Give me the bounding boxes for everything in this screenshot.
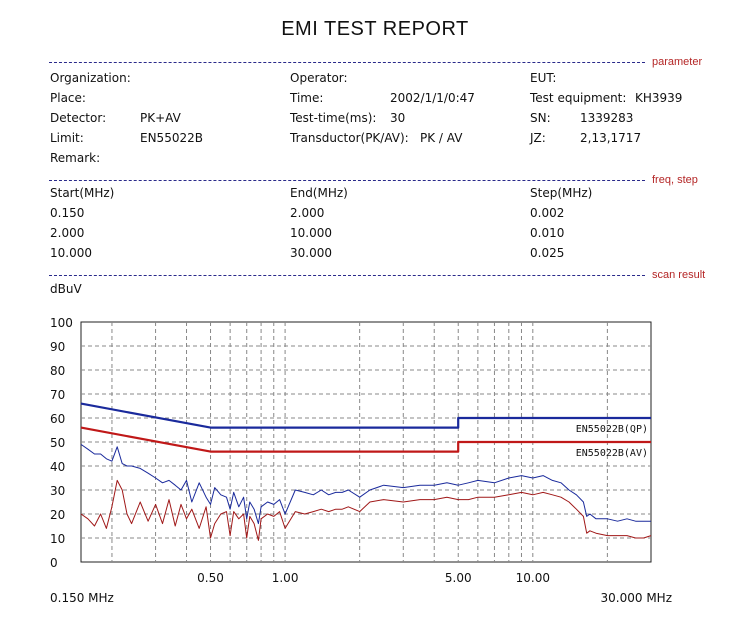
y-tick-label: 50 bbox=[50, 436, 65, 450]
y-tick-label: 60 bbox=[50, 412, 65, 426]
start-header: Start(MHz) bbox=[50, 186, 115, 200]
jz-label: JZ: bbox=[530, 131, 546, 145]
row1-step: 0.002 bbox=[530, 206, 565, 220]
x-start-label: 0.150 MHz bbox=[50, 591, 114, 605]
y-tick-label: 10 bbox=[50, 532, 65, 546]
eut-label: EUT: bbox=[530, 71, 557, 85]
place-label: Place: bbox=[50, 91, 86, 105]
row3-start: 10.000 bbox=[50, 246, 92, 260]
test-time-label: Test-time(ms): bbox=[290, 111, 377, 125]
jz-value: 2,13,1717 bbox=[580, 131, 642, 145]
av-trace bbox=[80, 479, 652, 541]
detector-value: PK+AV bbox=[140, 111, 181, 125]
test-equipment-value: KH3939 bbox=[635, 91, 683, 105]
transductor-value: PK / AV bbox=[420, 131, 463, 145]
time-label: Time: bbox=[290, 91, 324, 105]
detector-label: Detector: bbox=[50, 111, 107, 125]
row2-end: 10.000 bbox=[290, 226, 332, 240]
time-value: 2002/1/1/0:47 bbox=[390, 91, 475, 105]
limit-value: EN55022B bbox=[140, 131, 203, 145]
x-tick-label: 0.50 bbox=[197, 571, 224, 585]
y-tick-label: 90 bbox=[50, 340, 65, 354]
y-tick-label: 70 bbox=[50, 388, 65, 402]
qp-limit-line bbox=[80, 402, 651, 429]
x-end-label: 30.000 MHz bbox=[601, 591, 672, 605]
parameter-separator bbox=[49, 62, 645, 63]
row2-step: 0.010 bbox=[530, 226, 565, 240]
row2-start: 2.000 bbox=[50, 226, 85, 240]
row1-start: 0.150 bbox=[50, 206, 85, 220]
freq-step-separator bbox=[49, 180, 645, 181]
operator-label: Operator: bbox=[290, 71, 348, 85]
scan-result-tag: scan result bbox=[652, 269, 706, 281]
limit-label: Limit: bbox=[50, 131, 84, 145]
y-tick-label: 40 bbox=[50, 460, 65, 474]
y-tick-label: 20 bbox=[50, 508, 65, 522]
test-time-value: 30 bbox=[390, 111, 406, 125]
y-tick-label: 30 bbox=[50, 484, 65, 498]
row3-end: 30.000 bbox=[290, 246, 332, 260]
end-header: End(MHz) bbox=[290, 186, 348, 200]
pk-trace bbox=[80, 443, 651, 525]
remark-label: Remark: bbox=[50, 151, 101, 165]
freq-step-tag: freq, step bbox=[652, 174, 698, 186]
av-limit-line bbox=[80, 426, 651, 453]
test-equipment-label: Test equipment: bbox=[530, 91, 627, 105]
qp-limit-label: EN55022B(QP) bbox=[576, 424, 648, 435]
transductor-label: Transductor(PK/AV): bbox=[290, 131, 409, 145]
parameter-tag: parameter bbox=[652, 56, 703, 68]
y-tick-label: 100 bbox=[50, 316, 73, 330]
report-title: EMI TEST REPORT bbox=[281, 18, 469, 40]
step-header: Step(MHz) bbox=[530, 186, 593, 200]
y-axis-label: dBuV bbox=[50, 282, 82, 296]
y-tick-label: 80 bbox=[50, 364, 65, 378]
row3-step: 0.025 bbox=[530, 246, 565, 260]
row1-end: 2.000 bbox=[290, 206, 325, 220]
x-tick-label: 1.00 bbox=[272, 571, 299, 585]
sn-label: SN: bbox=[530, 111, 551, 125]
x-tick-label: 5.00 bbox=[445, 571, 472, 585]
organization-label: Organization: bbox=[50, 71, 131, 85]
sn-value: 1339283 bbox=[580, 111, 634, 125]
av-limit-label: EN55022B(AV) bbox=[576, 448, 648, 459]
y-tick-label: 0 bbox=[50, 556, 58, 570]
scan-result-separator bbox=[49, 275, 645, 276]
x-tick-label: 10.00 bbox=[516, 571, 550, 585]
